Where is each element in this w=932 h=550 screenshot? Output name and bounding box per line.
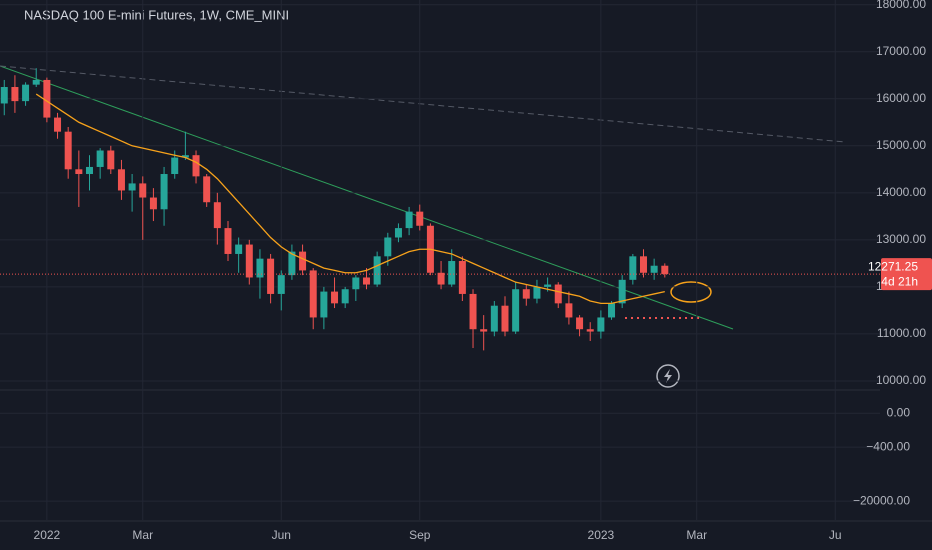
candle-body xyxy=(512,289,520,332)
y-tick-label: 15000.00 xyxy=(876,138,926,152)
candle-body xyxy=(522,289,530,299)
last-price-label: 12271.25 xyxy=(868,259,918,273)
x-tick-label: Ju xyxy=(829,528,842,542)
candle-body xyxy=(128,183,136,191)
trendline xyxy=(0,65,734,330)
candle-body xyxy=(618,279,626,304)
y2-tick-label: −20000.00 xyxy=(853,493,910,507)
y-tick-label: 17000.00 xyxy=(876,44,926,58)
candle-body xyxy=(32,79,40,85)
candle-body xyxy=(192,155,200,177)
candle-body xyxy=(299,251,307,271)
y-tick-label: 18000.00 xyxy=(876,0,926,11)
candle-body xyxy=(448,261,456,285)
candle-body xyxy=(213,202,221,229)
candle-body xyxy=(661,265,669,275)
candle-body xyxy=(288,251,296,276)
x-tick-label: 2023 xyxy=(588,528,615,542)
candle-body xyxy=(149,197,157,210)
candle-body xyxy=(85,166,93,175)
y-tick-label: 13000.00 xyxy=(876,232,926,246)
chart-title: NASDAQ 100 E-mini Futures, 1W, CME_MINI xyxy=(24,7,289,22)
candle-body xyxy=(437,272,445,285)
y-tick-label: 16000.00 xyxy=(876,91,926,105)
candle-body xyxy=(245,244,253,278)
x-tick-label: Jun xyxy=(272,528,291,542)
x-tick-label: Mar xyxy=(132,528,153,542)
candle-body xyxy=(54,117,62,132)
candle-body xyxy=(203,176,211,203)
candle-body xyxy=(501,305,509,332)
candle-body xyxy=(597,317,605,332)
candle-body xyxy=(373,256,381,285)
candle-body xyxy=(544,284,552,287)
candle-body xyxy=(384,237,392,257)
alert-icon-bolt xyxy=(664,369,672,383)
candle-body xyxy=(0,87,8,104)
y-tick-label: 14000.00 xyxy=(876,185,926,199)
candle-body xyxy=(341,289,349,304)
candle-body xyxy=(75,169,83,175)
candle-body xyxy=(181,155,189,158)
candle-body xyxy=(235,244,243,254)
candle-body xyxy=(469,293,477,330)
candle-body xyxy=(139,183,147,198)
last-price-box xyxy=(881,258,932,291)
highlight-ellipse xyxy=(670,281,712,303)
y2-tick-label: −400.00 xyxy=(866,439,910,453)
candle-body xyxy=(458,261,466,294)
candle-body xyxy=(43,79,51,118)
candle-body xyxy=(64,131,72,170)
y-tick-label: 10000.00 xyxy=(876,373,926,387)
candle-body xyxy=(320,291,328,318)
trendline-dashed xyxy=(0,65,846,143)
candle-body xyxy=(629,256,637,280)
candle-body xyxy=(22,84,30,102)
candle-body xyxy=(362,277,370,285)
candle-body xyxy=(490,305,498,332)
candle-body xyxy=(277,275,285,294)
candle-body xyxy=(533,286,541,299)
candle-body xyxy=(554,284,562,304)
candle-body xyxy=(256,258,264,278)
candle-body xyxy=(586,329,594,332)
candle-body xyxy=(565,303,573,318)
candle-body xyxy=(160,174,168,210)
candle-body xyxy=(107,150,115,170)
moving-average xyxy=(35,93,665,304)
candle-body xyxy=(650,265,658,273)
candle-body xyxy=(96,150,104,167)
candle-body xyxy=(267,258,275,294)
candle-body xyxy=(480,329,488,332)
candle-body xyxy=(309,270,317,318)
alert-icon[interactable] xyxy=(656,364,680,388)
candle-body xyxy=(331,291,339,304)
candle-body xyxy=(171,157,179,175)
countdown-label: 4d 21h xyxy=(881,274,918,288)
x-tick-label: 2022 xyxy=(34,528,61,542)
candle-body xyxy=(224,228,232,254)
candle-body xyxy=(608,303,616,318)
y-tick-label: 11000.00 xyxy=(877,326,926,340)
candle-body xyxy=(639,256,647,273)
candle-body xyxy=(117,169,125,191)
candle-body xyxy=(416,211,424,226)
candle-body xyxy=(394,228,402,238)
candle-body xyxy=(576,317,584,330)
x-tick-label: Sep xyxy=(409,528,431,542)
y2-tick-label: 0.00 xyxy=(887,405,911,419)
x-tick-label: Mar xyxy=(686,528,707,542)
candle-body xyxy=(405,211,413,229)
candle-body xyxy=(11,87,19,102)
candle-body xyxy=(352,277,360,290)
